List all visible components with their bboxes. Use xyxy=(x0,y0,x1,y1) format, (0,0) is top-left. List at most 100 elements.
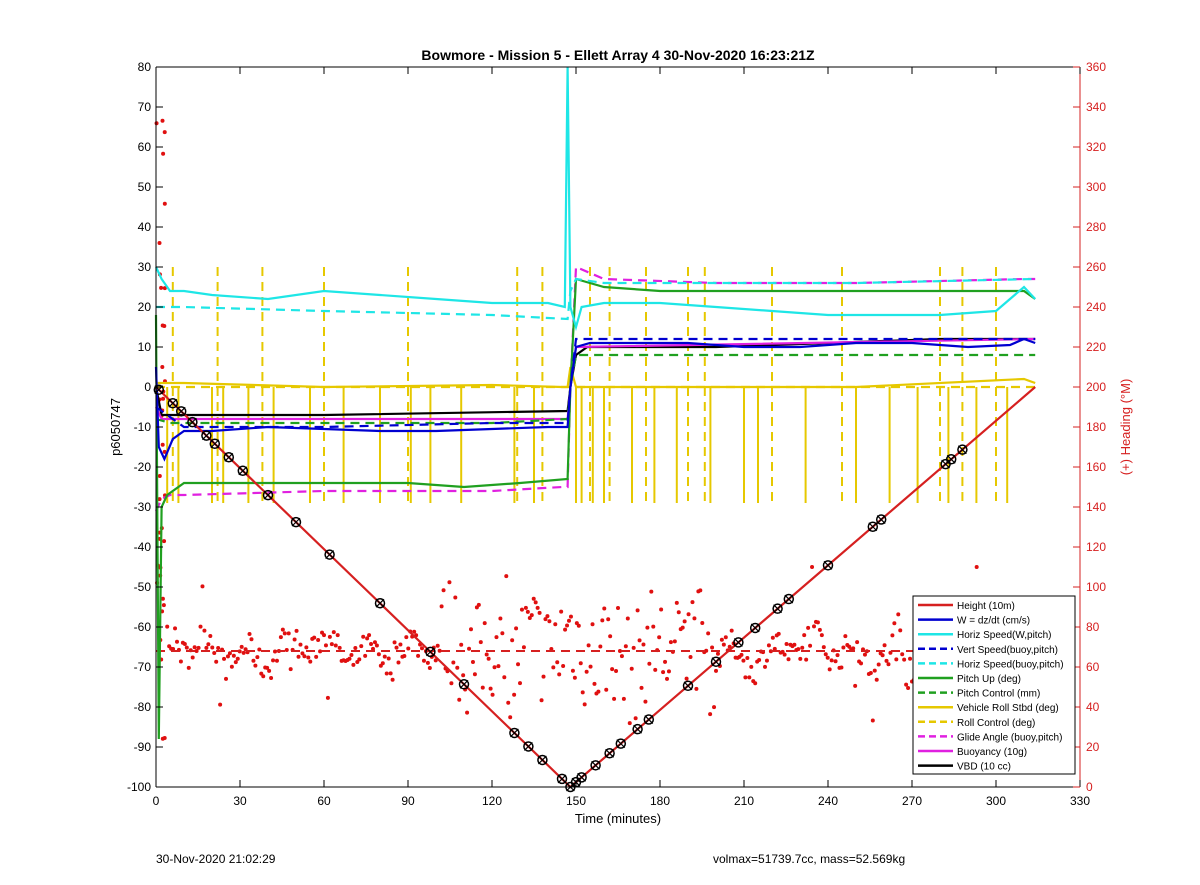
depth-marker xyxy=(290,516,302,528)
heading-point xyxy=(388,671,393,676)
depth-marker-cross xyxy=(176,406,186,416)
heading-point xyxy=(335,633,340,638)
heading-point xyxy=(265,665,270,670)
legend-label: Pitch Control (mm) xyxy=(957,689,1040,700)
depth-marker-cross xyxy=(733,637,743,647)
heading-point xyxy=(764,658,769,663)
heading-point xyxy=(406,646,411,651)
y-tick-label-left: 10 xyxy=(138,340,152,354)
heading-point xyxy=(308,659,313,664)
heading-point xyxy=(435,643,440,648)
legend-label: Vert Speed(buoy,pitch) xyxy=(957,645,1058,656)
heading-point xyxy=(214,659,219,664)
heading-point xyxy=(714,668,718,673)
heading-point xyxy=(371,646,375,651)
y-tick-label-right: 0 xyxy=(1086,780,1093,794)
heading-point xyxy=(398,642,403,647)
heading-point xyxy=(633,716,638,721)
heading-point xyxy=(604,687,609,692)
depth-markers xyxy=(153,384,968,793)
depth-marker-cross xyxy=(876,515,886,524)
heading-point xyxy=(154,121,159,126)
heading-point xyxy=(808,643,813,648)
heading-point xyxy=(825,655,830,660)
heading-point xyxy=(323,643,328,648)
heading-point xyxy=(288,667,293,672)
heading-point xyxy=(819,633,824,638)
heading-point xyxy=(165,624,170,629)
heading-point xyxy=(827,667,832,672)
depth-marker-cross xyxy=(773,604,783,614)
heading-point xyxy=(541,674,546,679)
heading-point xyxy=(196,645,201,650)
heading-point xyxy=(269,676,274,681)
heading-point xyxy=(639,685,644,690)
heading-point xyxy=(551,665,556,670)
heading-point xyxy=(876,662,881,667)
depth-marker-cross xyxy=(946,454,956,464)
heading-point xyxy=(784,642,789,647)
heading-point xyxy=(455,665,460,670)
depth-marker-cross xyxy=(224,452,234,462)
heading-point xyxy=(578,661,583,666)
heading-point xyxy=(496,664,501,669)
depth-marker-cross xyxy=(210,439,220,449)
heading-point xyxy=(384,671,389,676)
depth-marker xyxy=(590,760,601,771)
heading-point xyxy=(500,631,505,636)
heading-point xyxy=(588,664,593,669)
heading-point xyxy=(674,600,679,605)
depth-marker xyxy=(615,738,627,749)
y-tick-label-right: 80 xyxy=(1086,620,1100,634)
heading-point xyxy=(535,605,540,610)
heading-point xyxy=(192,645,197,650)
heading-point xyxy=(682,619,687,624)
heading-point xyxy=(539,698,544,703)
heading-point xyxy=(600,618,605,623)
heading-point xyxy=(504,574,509,579)
heading-point xyxy=(823,652,828,657)
heading-point xyxy=(547,619,552,624)
heading-point xyxy=(427,665,432,670)
heading-point xyxy=(704,648,709,653)
depth-marker xyxy=(262,489,274,501)
heading-point xyxy=(741,658,746,663)
heading-point xyxy=(659,607,664,612)
heading-point xyxy=(855,640,860,645)
depth-marker-cross xyxy=(325,550,335,559)
heading-point xyxy=(212,651,217,656)
heading-point xyxy=(312,635,317,640)
heading-point xyxy=(598,644,603,649)
chart-title: Bowmore - Mission 5 - Ellett Array 4 30-… xyxy=(421,47,815,63)
heading-point xyxy=(527,615,532,620)
heading-point xyxy=(686,612,691,617)
y-tick-label-right: 140 xyxy=(1086,500,1106,514)
depth-marker-cross xyxy=(201,431,211,441)
heading-point xyxy=(233,660,238,665)
heading-point xyxy=(353,646,358,651)
heading-point xyxy=(402,653,407,658)
y-tick-label-left: -60 xyxy=(134,620,152,634)
depth-marker-cross xyxy=(750,623,760,633)
heading-point xyxy=(649,589,654,594)
heading-point xyxy=(249,637,254,642)
heading-point xyxy=(815,620,820,625)
heading-point xyxy=(745,655,750,660)
heading-point xyxy=(661,670,666,675)
heading-point xyxy=(906,686,911,691)
heading-point xyxy=(329,642,334,647)
heading-point xyxy=(257,647,262,652)
heading-point xyxy=(157,497,162,502)
heading-point xyxy=(337,645,342,650)
y-tick-label-right: 300 xyxy=(1086,180,1106,194)
heading-point xyxy=(631,645,636,650)
heading-point xyxy=(382,654,387,659)
heading-point xyxy=(247,632,252,637)
depth-marker xyxy=(733,637,744,648)
heading-point xyxy=(190,655,195,660)
heading-point xyxy=(859,661,864,666)
depth-marker xyxy=(556,773,568,785)
heading-point xyxy=(688,655,693,660)
heading-point xyxy=(492,665,497,670)
heading-point xyxy=(376,652,381,657)
